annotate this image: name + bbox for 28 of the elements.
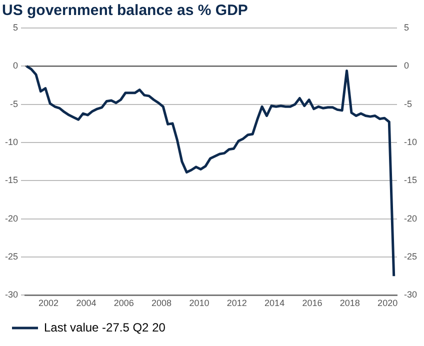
chart-title: US government balance as % GDP — [2, 2, 248, 20]
y2-tick-label: -25 — [404, 252, 418, 262]
x-tick-label: 2018 — [340, 298, 360, 308]
y-tick-label: 0 — [12, 60, 18, 71]
y-tick-label: -25 — [4, 252, 18, 262]
legend-label: Last value -27.5 Q2 20 — [44, 320, 166, 334]
x-tick-label: 2012 — [226, 298, 247, 308]
y-tick-label: -10 — [4, 137, 18, 147]
x-tick-label: 2010 — [189, 298, 210, 308]
y2-tick-label: -30 — [404, 290, 418, 300]
x-tick-label: 2002 — [38, 298, 59, 308]
y-tick-label: -15 — [4, 175, 18, 186]
x-tick-label: 2008 — [152, 298, 172, 308]
y2-tick-label: -10 — [404, 137, 418, 147]
x-tick-label: 2004 — [76, 298, 96, 308]
x-tick-label: 2014 — [264, 298, 285, 308]
x-tick-label: 2020 — [378, 298, 398, 308]
y-tick-label: 5 — [12, 22, 18, 32]
y-tick-label: -5 — [10, 98, 18, 109]
y2-tick-label: -5 — [404, 98, 412, 109]
y2-tick-label: -20 — [404, 213, 418, 224]
x-tick-label: 2016 — [302, 298, 322, 308]
y-tick-label: -20 — [4, 213, 18, 224]
y2-tick-label: 0 — [404, 60, 410, 71]
y2-tick-label: -15 — [404, 175, 418, 186]
y-tick-label: -30 — [4, 290, 18, 300]
y2-tick-label: 5 — [404, 22, 410, 32]
x-tick-label: 2006 — [114, 298, 134, 308]
